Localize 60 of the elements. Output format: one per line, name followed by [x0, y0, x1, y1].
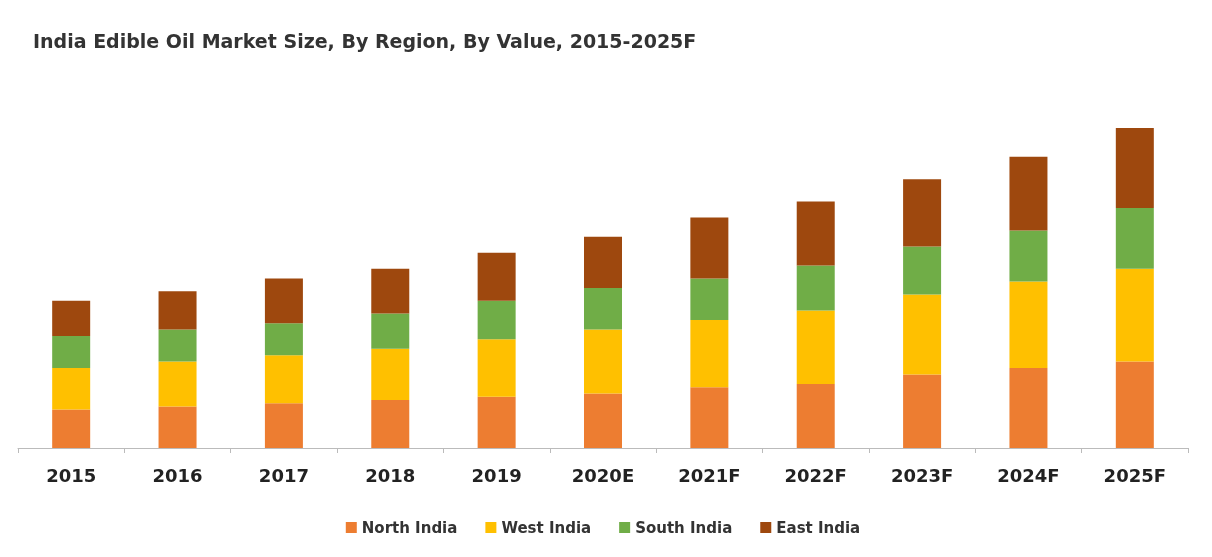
x-tick-label: 2025F: [1103, 464, 1167, 486]
x-tick-label: 2019: [471, 464, 522, 486]
x-tick-label: 2018: [365, 464, 416, 486]
bar: [903, 374, 942, 448]
bar: [477, 300, 516, 340]
bar: [1115, 208, 1154, 269]
legend-label: South India: [635, 518, 733, 537]
bar: [371, 268, 410, 314]
bar: [371, 348, 410, 400]
bar: [690, 278, 729, 320]
bar: [52, 409, 91, 448]
x-tick-label: 2023F: [890, 464, 954, 486]
bar: [158, 361, 197, 407]
bar: [1009, 368, 1048, 448]
x-tick-label: 2020E: [571, 464, 635, 486]
bar: [158, 291, 197, 330]
bar: [52, 300, 91, 336]
chart-title: India Edible Oil Market Size, By Region, By Value, 2015-2025F: [33, 29, 697, 52]
legend-label: North India: [361, 518, 458, 537]
bar: [796, 384, 835, 448]
legend-label: East India: [776, 518, 861, 537]
bar: [371, 400, 410, 448]
bar: [903, 246, 942, 295]
x-tick-label: 2015: [46, 464, 97, 486]
bar: [796, 201, 835, 266]
bar: [584, 329, 622, 394]
bar: [903, 294, 942, 375]
bar: [1009, 156, 1048, 231]
bar: [690, 320, 729, 388]
bar: [158, 406, 197, 448]
bar: [1115, 361, 1154, 448]
bar: [264, 355, 303, 404]
bar: [371, 313, 410, 349]
bar: [690, 217, 729, 279]
bar: [903, 179, 942, 247]
bar: [264, 323, 303, 356]
bar: [1009, 281, 1048, 368]
bar: [52, 336, 91, 368]
bar: [52, 368, 91, 410]
bar: [477, 396, 516, 448]
bar: [1115, 268, 1154, 362]
x-tick-label: 2021F: [678, 464, 741, 486]
bar: [796, 310, 835, 384]
x-tick-label: 2016: [152, 464, 203, 486]
bar: [477, 339, 516, 397]
bar: [584, 393, 622, 448]
bar: [796, 265, 835, 311]
x-tick-label: 2022F: [784, 464, 847, 486]
x-tick-label: 2017: [258, 464, 309, 486]
bar: [264, 403, 303, 448]
bar: [584, 236, 622, 288]
bar: [1009, 230, 1048, 282]
bar: [264, 278, 303, 324]
bar: [584, 288, 622, 330]
bar: [1115, 128, 1154, 208]
bar: [158, 329, 197, 362]
bar: [477, 252, 516, 301]
legend-label: West India: [501, 518, 592, 537]
bar: [690, 387, 729, 448]
x-tick-label: 2024F: [997, 464, 1060, 486]
